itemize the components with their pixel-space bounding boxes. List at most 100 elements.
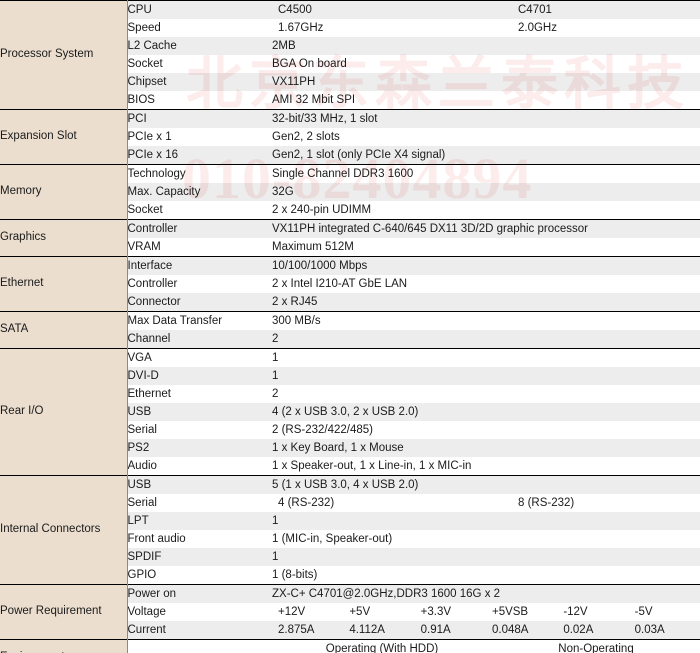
value-primary: 1.67GHz	[278, 22, 324, 34]
voltage-value: +5VSB	[491, 606, 529, 618]
current-value: 2.875A	[278, 624, 315, 636]
voltage-value: -5V	[634, 606, 653, 618]
table-row: Speed 1.67GHz 2.0GHz	[0, 19, 700, 37]
item-label: Connector	[127, 293, 272, 312]
value-secondary: 2.0GHz	[518, 22, 557, 34]
table-row: DVI-D 1	[0, 367, 700, 385]
item-label: Max. Capacity	[127, 183, 272, 201]
table-row: Graphics Controller VX11PH integrated C-…	[0, 219, 700, 257]
item-label: SPDIF	[127, 548, 272, 566]
voltage-values-cell: +12V +5V +3.3V +5VSB -12V -5V	[272, 603, 700, 621]
item-label: CPU	[127, 0, 272, 19]
item-label: LPT	[127, 512, 272, 530]
item-label: VGA	[127, 348, 272, 367]
value-primary: 10/100/1000 Mbps	[272, 256, 700, 275]
item-label: Voltage	[127, 603, 272, 621]
item-label: GPIO	[127, 566, 272, 585]
item-label: Speed	[127, 19, 272, 37]
table-row: VRAM Maximum 512M	[0, 238, 700, 257]
item-label: Socket	[127, 201, 272, 220]
item-label: Socket	[127, 55, 272, 73]
item-label: Channel	[127, 330, 272, 349]
value-primary: 1 (MIC-in, Speaker-out)	[272, 530, 700, 548]
value-primary: Single Channel DDR3 1600	[272, 164, 700, 183]
value-secondary: C4701	[518, 4, 552, 16]
value-primary: 2 x 240-pin UDIMM	[272, 201, 700, 220]
item-label: VRAM	[127, 238, 272, 257]
item-label: Chipset	[127, 73, 272, 91]
category-expansion-slot: Expansion Slot	[0, 109, 128, 165]
table-row: Processor System CPU C4500 C4701	[0, 0, 700, 110]
table-row: Channel 2	[0, 330, 700, 349]
item-label: Audio	[127, 457, 272, 476]
value-cell: C4500 C4701	[272, 0, 700, 19]
item-label: Serial	[127, 421, 272, 439]
table-row: SATA Max Data Transfer 300 MB/s	[0, 311, 700, 349]
table-row: Ethernet Interface 10/100/1000 Mbps	[0, 256, 700, 312]
environment-non-operating-label: Non-Operating	[558, 643, 634, 653]
table-row: PCIe x 1 Gen2, 2 slots	[0, 128, 700, 146]
value-primary: AMI 32 Mbit SPI	[272, 91, 700, 110]
current-value: 0.048A	[491, 624, 529, 636]
value-primary: 1	[272, 348, 700, 367]
value-primary: 2	[272, 330, 700, 349]
table-row: PS2 1 x Key Board, 1 x Mouse	[0, 439, 700, 457]
table-row: Socket BGA On board	[0, 55, 700, 73]
table-row: Connector 2 x RJ45	[0, 293, 700, 312]
value-primary: 2	[272, 385, 700, 403]
table-row: Internal Connectors USB 5 (1 x USB 3.0, …	[0, 475, 700, 585]
value-primary: 1	[272, 512, 700, 530]
category-processor-system: Processor System	[0, 0, 128, 110]
value-primary: VX11PH integrated C-640/645 DX11 3D/2D g…	[272, 219, 700, 238]
table-row: Voltage +12V +5V +3.3V +5VSB -12V -5V	[0, 603, 700, 621]
category-environment: Environment	[0, 639, 128, 653]
value-primary: 2 (RS-232/422/485)	[272, 421, 700, 439]
table-row: Current 2.875A 4.112A 0.91A 0.048A 0.02A…	[0, 621, 700, 640]
value-primary: 300 MB/s	[272, 311, 700, 330]
item-label: Front audio	[127, 530, 272, 548]
value-primary: C4500	[278, 4, 312, 16]
table-row: BIOS AMI 32 Mbit SPI	[0, 91, 700, 110]
table-row: L2 Cache 2MB	[0, 37, 700, 55]
value-primary: 2MB	[272, 37, 700, 55]
value-primary: VX11PH	[272, 73, 700, 91]
item-label: Current	[127, 621, 272, 640]
item-label: Ethernet	[127, 385, 272, 403]
value-primary: Maximum 512M	[272, 238, 700, 257]
table-row: Audio 1 x Speaker-out, 1 x Line-in, 1 x …	[0, 457, 700, 476]
current-value: 4.112A	[349, 624, 385, 636]
item-label: PCIe x 1	[127, 128, 272, 146]
value-primary: 32G	[272, 183, 700, 201]
item-label: PCI	[127, 109, 272, 128]
value-primary: 4 (RS-232)	[278, 497, 335, 509]
voltage-value: +5V	[349, 606, 371, 618]
category-memory: Memory	[0, 164, 128, 220]
item-label: PS2	[127, 439, 272, 457]
table-row: LPT 1	[0, 512, 700, 530]
table-row: Expansion Slot PCI 32-bit/33 MHz, 1 slot	[0, 109, 700, 165]
value-primary: 1 (8-bits)	[272, 566, 700, 585]
voltage-value: +3.3V	[420, 606, 452, 618]
value-primary: 1 x Key Board, 1 x Mouse	[272, 439, 700, 457]
table-row: PCIe x 16 Gen2, 1 slot (only PCIe X4 sig…	[0, 146, 700, 165]
table-row: Memory Technology Single Channel DDR3 16…	[0, 164, 700, 220]
value-primary: 2 x Intel I210-AT GbE LAN	[272, 275, 700, 293]
category-sata: SATA	[0, 311, 128, 349]
value-primary: 5 (1 x USB 3.0, 4 x USB 2.0)	[272, 475, 700, 494]
value-primary: 1	[272, 367, 700, 385]
value-primary: Gen2, 1 slot (only PCIe X4 signal)	[272, 146, 700, 165]
item-label: Serial	[127, 494, 272, 512]
table-row: GPIO 1 (8-bits)	[0, 566, 700, 585]
item-label: Max Data Transfer	[127, 311, 272, 330]
value-primary: 1 x Speaker-out, 1 x Line-in, 1 x MIC-in	[272, 457, 700, 476]
item-label: Interface	[127, 256, 272, 275]
value-primary: Gen2, 2 slots	[272, 128, 700, 146]
table-row: SPDIF 1	[0, 548, 700, 566]
item-label: USB	[127, 475, 272, 494]
voltage-value: +12V	[278, 606, 306, 618]
table-row: Serial 4 (RS-232) 8 (RS-232)	[0, 494, 700, 512]
value-primary: 1	[272, 548, 700, 566]
value-primary: 2 x RJ45	[272, 293, 700, 312]
